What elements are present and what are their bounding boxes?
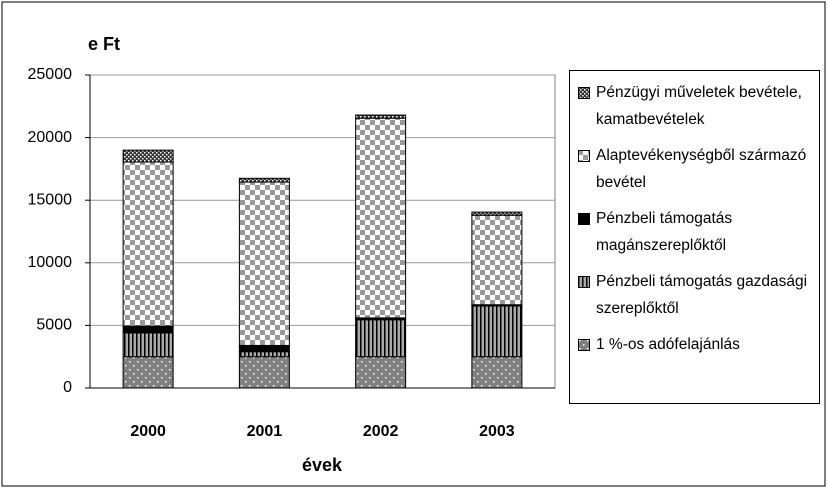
bar-segment bbox=[471, 356, 523, 389]
bar-segment bbox=[238, 181, 290, 346]
bar-segment bbox=[355, 117, 407, 319]
legend-swatch-fill bbox=[578, 87, 590, 99]
y-axis-title: e Ft bbox=[88, 34, 120, 54]
bar-segment bbox=[122, 332, 174, 358]
bar-segment bbox=[238, 351, 290, 358]
legend-label: 1 %-os adófelajánlás bbox=[596, 336, 740, 353]
bar-segment bbox=[471, 214, 523, 306]
legend-entry: Pénzügyi műveletek bevétele, kamatbevéte… bbox=[576, 79, 813, 133]
legend-swatch bbox=[578, 87, 590, 99]
bar-segment bbox=[122, 149, 174, 163]
bar-segment bbox=[122, 161, 174, 327]
bar-segment bbox=[355, 319, 407, 358]
y-tick-label: 0 bbox=[63, 379, 72, 396]
legend-entry: Alaptevékenységből származó bevétel bbox=[576, 142, 813, 196]
legend-label: Pénzügyi műveletek bevétele, kamatbevéte… bbox=[596, 84, 802, 128]
y-tick-label: 5000 bbox=[36, 317, 72, 334]
y-tick-label: 20000 bbox=[28, 129, 73, 146]
x-tick-label: 2001 bbox=[247, 423, 283, 440]
y-tick-label: 10000 bbox=[28, 254, 73, 271]
x-tick-label: 2003 bbox=[479, 423, 515, 440]
legend-swatch-fill bbox=[578, 339, 590, 351]
bar-segment bbox=[122, 325, 174, 334]
bar-segment bbox=[238, 344, 290, 353]
bar-segment bbox=[238, 177, 290, 183]
y-tick-label: 25000 bbox=[28, 66, 73, 83]
legend-entry: Pénzbeli támogatás gazdasági szereplőktő… bbox=[576, 268, 813, 322]
legend-swatch-fill bbox=[578, 213, 590, 225]
legend-swatch-fill bbox=[578, 150, 590, 162]
x-tick-label: 2000 bbox=[130, 423, 166, 440]
legend-entry: 1 %-os adófelajánlás bbox=[576, 331, 813, 358]
x-axis-title: évek bbox=[302, 455, 343, 475]
bar-segment bbox=[238, 356, 290, 389]
bar-segment bbox=[122, 356, 174, 389]
bar-segment bbox=[471, 211, 523, 216]
legend-label: Alaptevékenységből származó bevétel bbox=[596, 147, 807, 191]
legend: Pénzügyi műveletek bevétele, kamatbevéte… bbox=[569, 70, 820, 404]
legend-swatch bbox=[578, 213, 590, 225]
x-tick-label: 2002 bbox=[363, 423, 399, 440]
legend-swatch bbox=[578, 150, 590, 162]
legend-label: Pénzbeli támogatás magánszereplőktől bbox=[596, 210, 733, 254]
bar-segment bbox=[471, 305, 523, 358]
legend-swatch-fill bbox=[578, 276, 590, 288]
bar-segment bbox=[355, 114, 407, 119]
legend-label: Pénzbeli támogatás gazdasági szereplőktő… bbox=[596, 273, 808, 317]
bar-segment bbox=[355, 356, 407, 389]
y-tick-label: 15000 bbox=[28, 191, 73, 208]
legend-entry: Pénzbeli támogatás magánszereplőktől bbox=[576, 205, 813, 259]
legend-swatch bbox=[578, 339, 590, 351]
legend-swatch bbox=[578, 276, 590, 288]
